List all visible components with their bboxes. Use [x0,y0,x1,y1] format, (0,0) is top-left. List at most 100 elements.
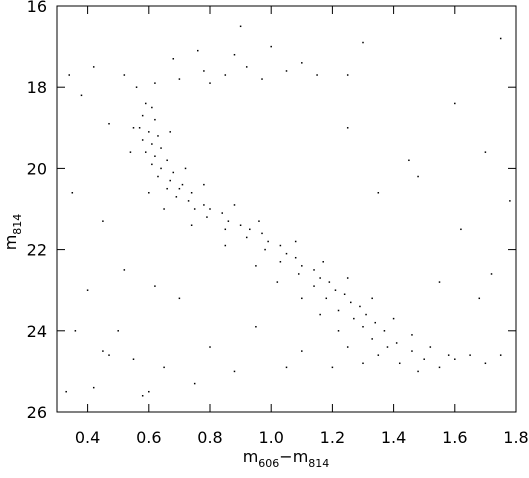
point [166,187,168,190]
point [377,192,380,194]
x-tick-label: 1.0 [258,428,283,447]
point [102,350,104,352]
point [190,224,193,226]
point [169,131,171,133]
point [224,244,227,247]
point [144,102,147,105]
point [261,232,263,235]
point [190,192,193,194]
point [408,159,410,162]
point [172,58,175,60]
point [362,41,364,44]
point [166,159,168,162]
point [478,297,481,300]
point [224,228,227,231]
point [80,94,83,97]
point [429,346,432,348]
point [197,49,199,52]
point [163,208,165,210]
point [313,285,315,287]
point [148,390,150,393]
x-tick-label: 1.4 [381,428,406,447]
point [172,171,175,174]
point [154,155,156,157]
point [301,297,303,300]
point [178,297,181,300]
point [123,74,126,76]
point [178,187,181,190]
point [108,122,110,125]
point [270,45,272,48]
point [245,66,248,68]
point [187,200,190,202]
point [316,74,318,76]
point [209,82,211,84]
point [337,330,340,332]
point [267,240,269,243]
x-tick-label: 1.8 [503,428,528,447]
point [132,127,135,129]
point [71,192,74,194]
point [157,175,159,178]
point [108,354,110,356]
point [334,289,337,291]
point [301,265,303,267]
point [331,366,334,369]
point [319,277,321,279]
point [102,220,104,222]
point [359,305,361,308]
point [233,53,236,56]
point [276,281,279,283]
point [157,135,159,137]
point [154,82,156,84]
point [353,317,355,320]
point [374,321,376,324]
point [86,289,89,291]
point [255,265,257,267]
point [261,78,263,80]
point [117,330,119,332]
point [203,204,205,206]
point [484,362,487,365]
point [325,297,328,300]
point [285,70,288,72]
point [178,78,181,80]
point [138,127,141,129]
point [343,293,346,296]
point [322,261,324,263]
point [65,390,67,393]
point [141,395,144,397]
point [337,309,340,312]
point [239,224,242,226]
point [221,212,223,214]
point [203,183,205,186]
point [154,118,156,121]
point [454,102,456,105]
point [148,131,150,133]
x-tick-label: 0.6 [136,428,161,447]
point [469,354,471,356]
point [74,330,77,332]
point [160,167,162,170]
point [279,261,282,263]
point [423,358,425,360]
point [285,366,288,369]
point [313,269,315,271]
point [438,366,441,369]
point [490,273,493,275]
point [438,281,441,283]
point [129,151,132,153]
point [383,330,386,332]
point [398,362,401,365]
point [175,196,178,198]
point [362,325,364,328]
point [233,204,236,206]
point [297,273,300,275]
point [224,74,227,76]
point [193,382,196,385]
point [209,346,211,348]
point [395,342,398,344]
y-tick-label: 26 [27,403,47,422]
x-tick-label: 0.4 [75,428,100,447]
